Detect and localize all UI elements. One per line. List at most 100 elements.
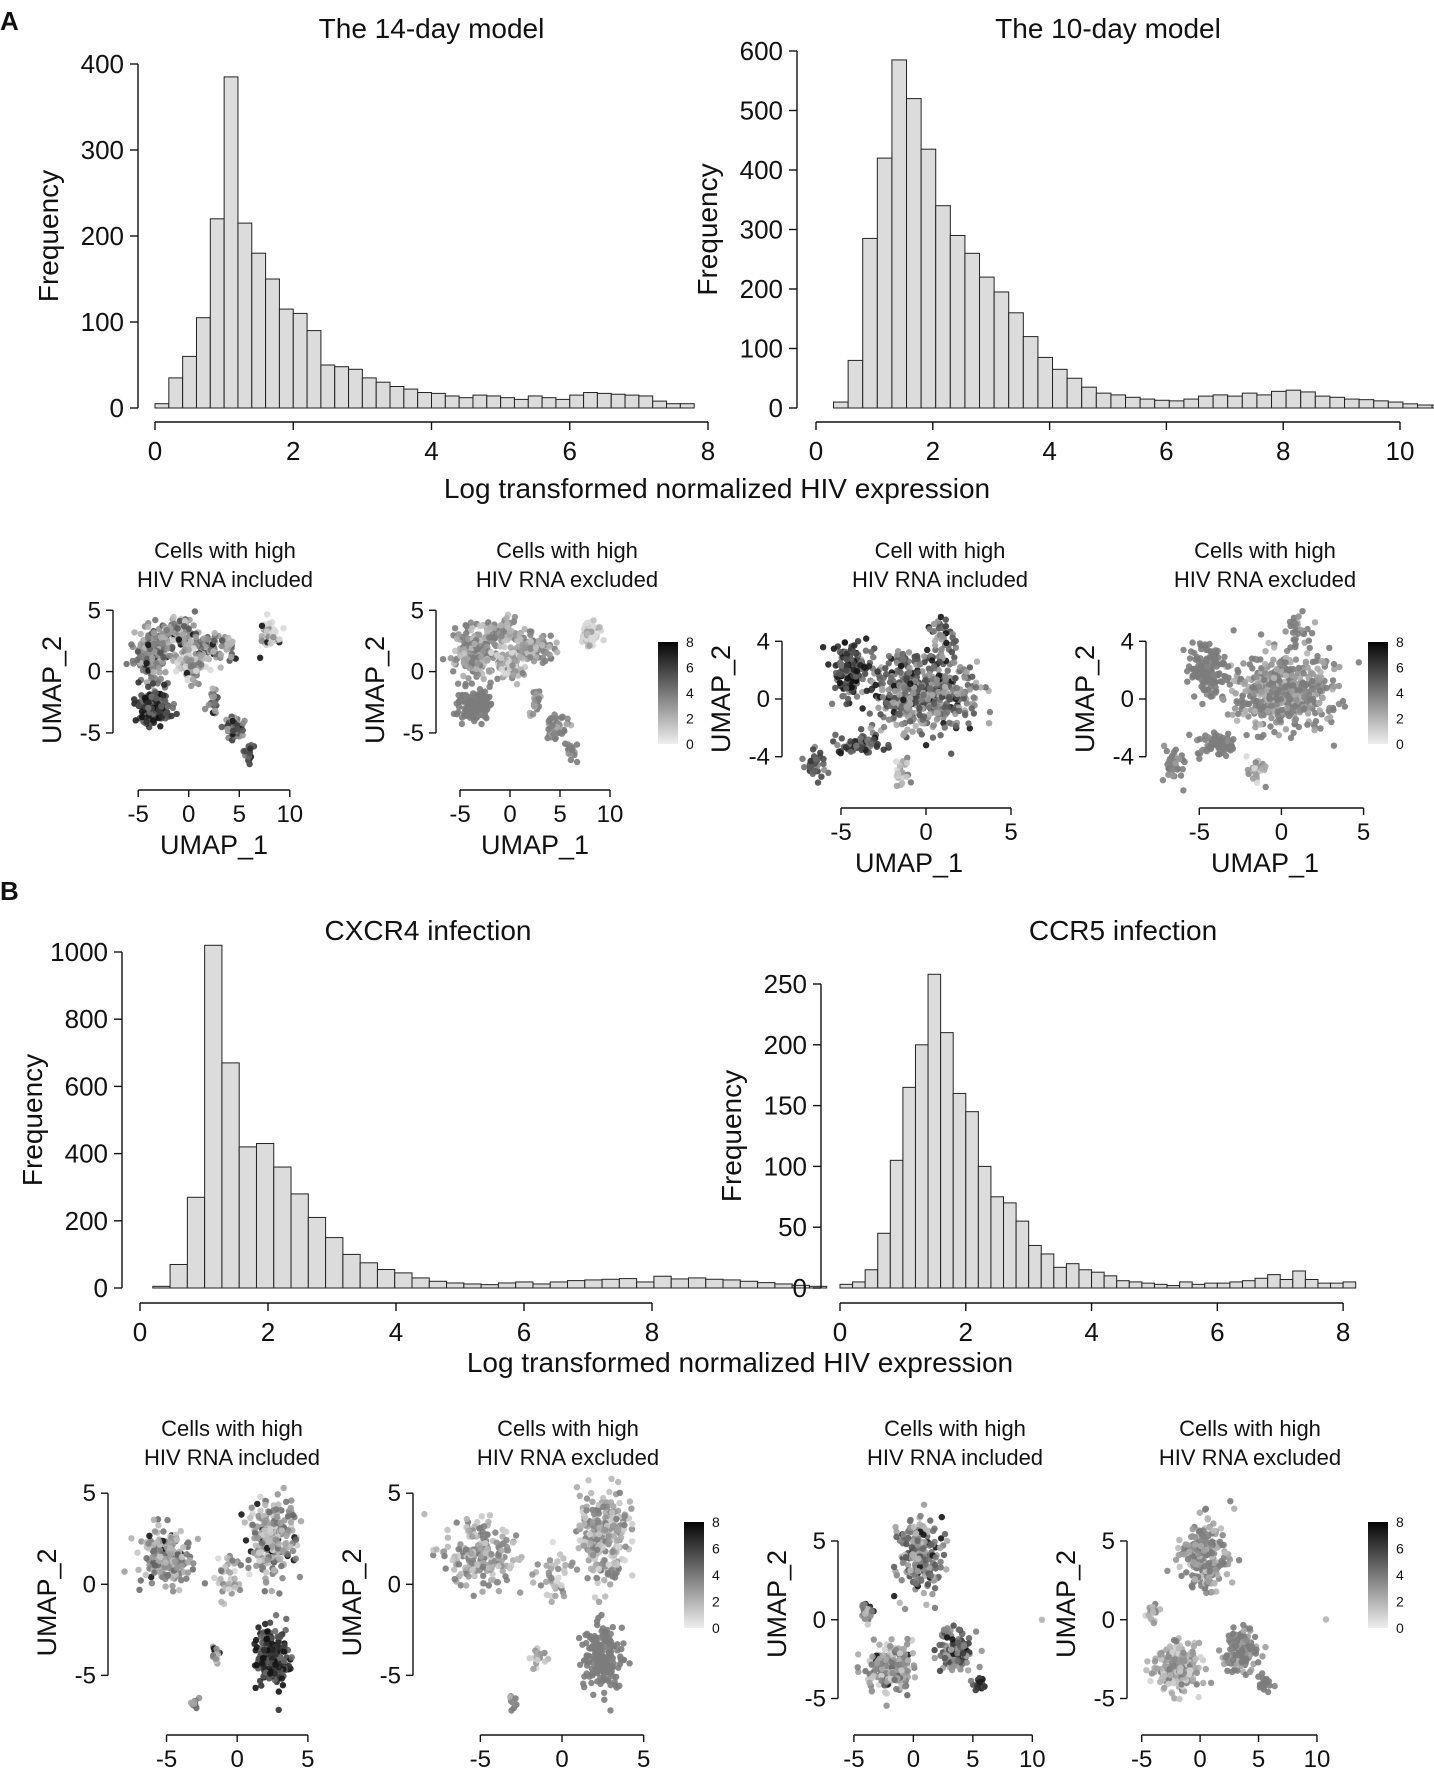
umap-cell-point (1306, 696, 1314, 703)
umap-cell-point (461, 694, 468, 701)
umap-cell-point (614, 1647, 621, 1654)
umap-cell-point (155, 1522, 162, 1529)
umap-cell-point (229, 727, 237, 734)
umap-cell-point (562, 1561, 569, 1569)
umap-cell-point (1326, 713, 1334, 721)
y-tick-label: 800 (65, 1004, 108, 1034)
y-tick-label: 600 (740, 36, 783, 66)
umap-cell-point (801, 764, 808, 771)
umap-cell-point (451, 1575, 458, 1583)
umap-cell-point (949, 634, 956, 641)
umap-cell-point (151, 1528, 159, 1535)
umap-cell-point (217, 651, 225, 659)
umap-cell-point (1210, 741, 1217, 748)
umap-cell-point (150, 1516, 158, 1524)
umap-cell-point (588, 1489, 595, 1497)
umap-cell-point (936, 658, 943, 665)
x-tick-label: 6 (517, 1317, 531, 1347)
umap-cell-point (557, 1551, 564, 1558)
umap-cell-point (176, 1587, 183, 1594)
umap-cell-point (838, 735, 845, 742)
histogram-bar (1292, 1270, 1306, 1289)
umap-cell-point (155, 664, 162, 672)
umap-a3-title-line1: Cell with high (875, 538, 1006, 563)
umap-cell-point (255, 1624, 262, 1631)
umap-cell-point (897, 662, 905, 670)
y-tick-label: 0 (94, 1273, 108, 1303)
umap-cell-point (547, 632, 554, 639)
histogram-bar (864, 1269, 879, 1289)
umap-cell-point (530, 1665, 537, 1673)
umap-cell-point (926, 685, 934, 692)
umap-cell-point (853, 693, 861, 700)
histogram-bar (952, 1092, 967, 1289)
umap-cell-point (476, 1525, 483, 1532)
umap-cell-point (225, 634, 232, 642)
histogram-bar (569, 394, 585, 409)
umap-cell-point (149, 1554, 156, 1561)
umap-cell-point (539, 642, 546, 649)
umap-cell-point (267, 1670, 274, 1677)
histogram-bar (739, 1280, 759, 1289)
umap-cell-point (1249, 684, 1256, 691)
histogram-bar (1008, 312, 1024, 409)
umap-cell-point (465, 1527, 472, 1535)
umap-cell-point (487, 679, 494, 686)
umap-cell-point (276, 1590, 283, 1597)
umap-cell-point (296, 1573, 304, 1581)
umap-cell-point (875, 704, 882, 711)
x-tick-label: 0 (809, 436, 823, 466)
umap-cell-point (1219, 695, 1226, 703)
umap-cell-point (189, 676, 197, 683)
histogram-bar (417, 392, 432, 409)
histogram-bar (1179, 1281, 1193, 1289)
histogram-bar (889, 1159, 904, 1289)
umap-cell-point (253, 1661, 260, 1669)
umap-cell-point (1308, 630, 1316, 637)
x-tick-label: 0 (231, 1746, 244, 1773)
umap-cell-point (1266, 695, 1274, 703)
x-tick-label: 6 (563, 436, 577, 466)
umap-cell-point (847, 748, 855, 755)
histogram-bar (1081, 386, 1097, 409)
histogram-bar (1254, 1277, 1269, 1289)
umap-cell-point (607, 1630, 614, 1638)
umap-cell-point (1189, 639, 1196, 646)
x-tick-label: 10 (1386, 436, 1415, 466)
umap-cell-point (1207, 683, 1215, 690)
umap-cell-point (985, 720, 993, 727)
umap-cell-point (534, 1561, 541, 1568)
histogram-bar (1271, 390, 1287, 409)
umap-cell-point (229, 717, 236, 725)
umap-b4-title-line1: Cells with high (1179, 1416, 1321, 1441)
umap-cell-point (451, 625, 459, 632)
umap-cell-point (866, 710, 873, 717)
umap-cell-point (584, 1575, 591, 1582)
umap-cell-point (131, 696, 138, 703)
umap-cell-point (1212, 647, 1219, 654)
umap-cell-point (928, 657, 936, 664)
histogram-bar (1212, 394, 1229, 409)
umap-cell-point (207, 666, 214, 674)
umap-cell-point (589, 1552, 597, 1559)
umap-cell-point (1230, 736, 1237, 743)
umap-cell-point (1199, 700, 1206, 708)
histogram-bar (1168, 400, 1185, 409)
umap-cell-point (901, 730, 908, 737)
umap-cell-point (245, 1564, 252, 1572)
histogram-bar (990, 1196, 1005, 1289)
umap-cell-point (167, 1551, 174, 1559)
umap-cell-point (900, 656, 907, 663)
umap-cell-point (620, 1640, 627, 1647)
histogram-bar (1003, 1202, 1017, 1289)
umap-cell-point (145, 704, 152, 712)
umap-cell-point (518, 647, 525, 655)
umap-cell-point (1216, 751, 1223, 758)
umap-cell-point (176, 617, 183, 625)
umap-b2-title-line2: HIV RNA excluded (477, 1445, 659, 1470)
histogram-bar (348, 368, 363, 409)
umap-cell-point (217, 1575, 224, 1583)
umap-cell-point (605, 1540, 612, 1547)
umap-cell-point (169, 644, 176, 651)
histogram-bar (1198, 395, 1214, 409)
